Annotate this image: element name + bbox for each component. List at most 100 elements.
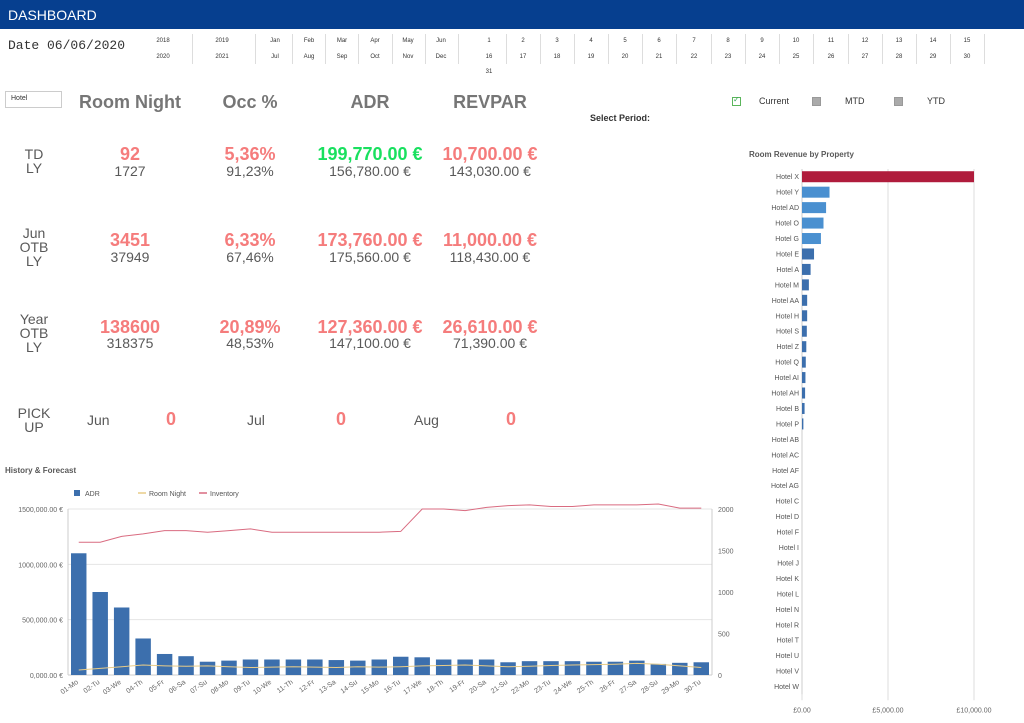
- day-button-31[interactable]: 31: [485, 69, 493, 75]
- year-button-2021[interactable]: 2021: [215, 54, 229, 60]
- day-button-10[interactable]: 10: [792, 38, 800, 44]
- adr-bar: [71, 553, 87, 675]
- month-button-aug[interactable]: Aug: [303, 54, 315, 60]
- day-button-25[interactable]: 25: [792, 54, 800, 60]
- day-button-26[interactable]: 26: [827, 54, 835, 60]
- category-label: Hotel AC: [771, 452, 799, 459]
- x-tick-label: 18-Th: [426, 679, 445, 695]
- category-label: Hotel O: [775, 221, 799, 228]
- x-tick-label: 02-Tu: [83, 679, 102, 695]
- td-revpar: 10,700.00 €: [442, 144, 538, 164]
- category-label: Hotel U: [776, 653, 799, 660]
- adr-bar: [543, 661, 559, 675]
- hotel-select[interactable]: Hotel: [5, 91, 62, 108]
- month-button-mar[interactable]: Mar: [336, 38, 348, 44]
- month-button-dec[interactable]: Dec: [435, 54, 447, 60]
- day-button-13[interactable]: 13: [895, 38, 903, 44]
- day-button-11[interactable]: 11: [827, 38, 835, 44]
- filter-divider: [506, 34, 507, 64]
- category-label: Hotel AG: [771, 483, 799, 490]
- filter-divider: [292, 34, 293, 64]
- day-button-16[interactable]: 16: [485, 54, 493, 60]
- day-button-6[interactable]: 6: [657, 38, 661, 44]
- day-button-8[interactable]: 8: [726, 38, 730, 44]
- revenue-bar: [802, 372, 806, 384]
- adr-bar: [607, 661, 624, 675]
- category-label: Hotel C: [776, 499, 799, 506]
- month-button-oct[interactable]: Oct: [370, 54, 380, 60]
- x-tick-label: 26-Fr: [599, 679, 617, 695]
- month-button-may[interactable]: May: [402, 38, 414, 44]
- month-button-jan[interactable]: Jan: [270, 38, 280, 44]
- legend-adr-label: ADR: [85, 491, 100, 498]
- day-button-20[interactable]: 20: [621, 54, 629, 60]
- month-button-apr[interactable]: Apr: [370, 38, 380, 44]
- day-button-1[interactable]: 1: [487, 38, 491, 44]
- category-label: Hotel F: [776, 530, 799, 537]
- category-label: Hotel Y: [776, 190, 799, 197]
- x-tick-label: £5,000.00: [872, 707, 903, 714]
- current-checkbox[interactable]: [732, 95, 741, 106]
- day-button-19[interactable]: 19: [587, 54, 595, 60]
- month-button-feb[interactable]: Feb: [303, 38, 315, 44]
- year-button-2019[interactable]: 2019: [215, 38, 229, 44]
- adr-bar: [564, 661, 581, 675]
- revenue-bar: [802, 263, 811, 275]
- day-button-14[interactable]: 14: [929, 38, 937, 44]
- adr-bar: [178, 656, 194, 675]
- revenue-bar: [802, 294, 808, 306]
- revenue-bar: [802, 171, 974, 183]
- day-button-29[interactable]: 29: [929, 54, 937, 60]
- month-button-nov[interactable]: Nov: [402, 54, 414, 60]
- year-occ-ly: 48,53%: [226, 335, 274, 351]
- x-tick-label: 08-Mo: [210, 679, 230, 696]
- category-label: Hotel AA: [772, 298, 800, 305]
- day-button-9[interactable]: 9: [760, 38, 764, 44]
- x-tick-label: 01-Mo: [60, 679, 80, 696]
- day-button-27[interactable]: 27: [861, 54, 869, 60]
- year-button-2020[interactable]: 2020: [156, 54, 170, 60]
- day-button-21[interactable]: 21: [655, 54, 663, 60]
- day-button-28[interactable]: 28: [895, 54, 903, 60]
- filter-divider: [574, 34, 575, 64]
- day-button-2[interactable]: 2: [521, 38, 525, 44]
- x-tick-label: £10,000.00: [956, 707, 991, 714]
- category-label: Hotel N: [776, 607, 799, 614]
- year-revpar-ly: 71,390.00 €: [453, 335, 527, 351]
- pickup-value-jun: 0: [166, 409, 177, 429]
- month-button-sep[interactable]: Sep: [336, 54, 348, 60]
- day-button-12[interactable]: 12: [861, 38, 869, 44]
- jun-revpar-ly: 118,430.00 €: [449, 249, 531, 265]
- jun-revpar: 11,000.00 €: [442, 230, 538, 250]
- day-button-23[interactable]: 23: [724, 54, 732, 60]
- day-button-30[interactable]: 30: [963, 54, 971, 60]
- day-button-18[interactable]: 18: [553, 54, 561, 60]
- jun-adr: 173,760.00 €: [317, 230, 423, 250]
- jun-adr-ly: 175,560.00 €: [329, 249, 411, 265]
- category-label: Hotel G: [775, 236, 799, 243]
- ytd-checkbox[interactable]: [894, 97, 903, 106]
- day-button-24[interactable]: 24: [758, 54, 766, 60]
- month-button-jul[interactable]: Jul: [271, 54, 279, 60]
- day-button-15[interactable]: 15: [963, 38, 971, 44]
- jun-room-night-ly: 37949: [110, 249, 150, 265]
- day-button-5[interactable]: 5: [623, 38, 627, 44]
- year-button-2018[interactable]: 2018: [156, 38, 170, 44]
- day-button-22[interactable]: 22: [690, 54, 698, 60]
- day-button-17[interactable]: 17: [519, 54, 527, 60]
- y-tick-right: 0: [718, 673, 722, 680]
- revenue-bar: [802, 356, 806, 368]
- day-button-3[interactable]: 3: [555, 38, 559, 44]
- inventory-line: [78, 503, 702, 543]
- day-button-4[interactable]: 4: [589, 38, 593, 44]
- day-button-7[interactable]: 7: [692, 38, 696, 44]
- category-label: Hotel AD: [771, 205, 799, 212]
- y-tick-right: 1000: [718, 590, 734, 597]
- td-occ-ly: 91,23%: [226, 163, 274, 179]
- category-label: Hotel M: [775, 282, 799, 289]
- mtd-checkbox[interactable]: [812, 97, 821, 106]
- category-label: Hotel L: [777, 591, 799, 598]
- month-button-jun[interactable]: Jun: [436, 38, 446, 44]
- adr-bar: [199, 661, 216, 675]
- td-adr: 199,770.00 €: [317, 144, 423, 164]
